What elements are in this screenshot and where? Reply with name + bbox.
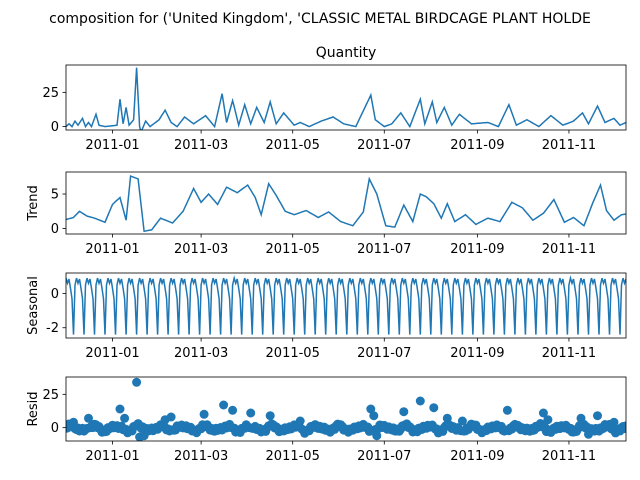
resid-point [415, 396, 425, 406]
xtick-label-resid: 2011-09 [450, 449, 504, 464]
resid-point [265, 411, 275, 421]
resid-point [399, 407, 409, 417]
ytick-label-seasonal: -2 [46, 321, 59, 336]
xtick-label-seasonal: 2011-01 [85, 346, 139, 361]
xtick-label-resid: 2011-11 [542, 449, 596, 464]
resid-point [199, 409, 209, 419]
xtick-label-resid: 2011-03 [174, 449, 228, 464]
figure-title: composition for ('United Kingdom', 'CLAS… [49, 11, 591, 27]
resid-point [593, 411, 602, 421]
ylabel-seasonal: Seasonal [26, 276, 41, 335]
resid-point [115, 404, 125, 414]
frame-observed [65, 64, 627, 131]
resid-point [369, 411, 379, 421]
panel-title-observed: Quantity [316, 45, 377, 61]
resid-point [228, 405, 238, 415]
resid-point [538, 408, 548, 418]
xtick-label-observed: 2011-11 [542, 138, 596, 153]
resid-point [457, 416, 467, 426]
xtick-label-trend: 2011-09 [450, 242, 504, 257]
ytick-label-resid: 0 [51, 421, 59, 436]
resid-point [429, 403, 439, 413]
plot-area-seasonal [66, 275, 626, 335]
ytick-label-trend: 5 [51, 188, 59, 203]
frame-resid [65, 376, 627, 442]
panel-resid: 0 25 2011-01 2011-03 2011-05 2011-07 2011-09 20… [26, 376, 627, 464]
xtick-label-resid: 2011-07 [357, 449, 411, 464]
ytick-label-observed: 0 [51, 120, 59, 135]
resid-point [132, 377, 142, 387]
xtick-label-observed: 2011-09 [450, 138, 504, 153]
resid-point [502, 405, 512, 415]
seasonal-line [66, 275, 626, 335]
ytick-label-seasonal: 0 [51, 287, 59, 302]
xtick-label-seasonal: 2011-05 [266, 346, 320, 361]
panel-trend: 0 5 2011-01 2011-03 2011-05 2011-07 2011-09 201… [26, 171, 627, 257]
xtick-label-seasonal: 2011-11 [542, 346, 596, 361]
resid-point [120, 413, 130, 423]
xtick-label-seasonal: 2011-09 [450, 346, 504, 361]
xtick-label-observed: 2011-05 [266, 138, 320, 153]
ylabel-resid: Resid [26, 391, 41, 426]
ytick-label-resid: 25 [42, 388, 59, 403]
ytick-label-trend: 0 [51, 222, 59, 237]
plot-area-observed [66, 67, 626, 130]
xtick-label-resid: 2011-05 [266, 449, 320, 464]
xtick-label-trend: 2011-05 [266, 242, 320, 257]
ylabel-trend: Trend [26, 185, 41, 222]
resid-point [219, 400, 229, 410]
xtick-label-trend: 2011-01 [85, 242, 139, 257]
xtick-label-observed: 2011-07 [357, 138, 411, 153]
observed-line [66, 67, 626, 130]
resid-point [166, 412, 176, 422]
panel-observed: 0 25 2011-01 2011-03 2011-05 2011-07 2011-09 20… [42, 45, 627, 153]
resid-point [543, 415, 553, 425]
xtick-label-trend: 2011-11 [542, 242, 596, 257]
xtick-label-resid: 2011-01 [85, 449, 139, 464]
xtick-label-seasonal: 2011-03 [174, 346, 228, 361]
resid-point [372, 431, 382, 441]
xtick-label-trend: 2011-03 [174, 242, 228, 257]
plot-area-trend [66, 175, 626, 233]
xtick-label-seasonal: 2011-07 [357, 346, 411, 361]
resid-point [609, 417, 619, 427]
panel-seasonal: 0 -2 2011-01 2011-03 2011-05 2011-07 2011-09 20… [26, 272, 627, 361]
trend-line [66, 175, 626, 233]
ytick-label-observed: 25 [42, 86, 59, 101]
frame-trend [65, 171, 627, 235]
xtick-label-trend: 2011-07 [357, 242, 411, 257]
resid-point [366, 404, 376, 414]
xtick-label-observed: 2011-03 [174, 138, 228, 153]
resid-point [621, 421, 626, 431]
xtick-label-observed: 2011-01 [85, 138, 139, 153]
panels: 0 25 2011-01 2011-03 2011-05 2011-07 2011-09 20… [26, 45, 627, 464]
plot-area-resid [66, 377, 626, 441]
frame-seasonal [65, 272, 627, 339]
resid-point [295, 416, 305, 426]
resid-point [246, 408, 256, 418]
resid-point [84, 413, 93, 423]
